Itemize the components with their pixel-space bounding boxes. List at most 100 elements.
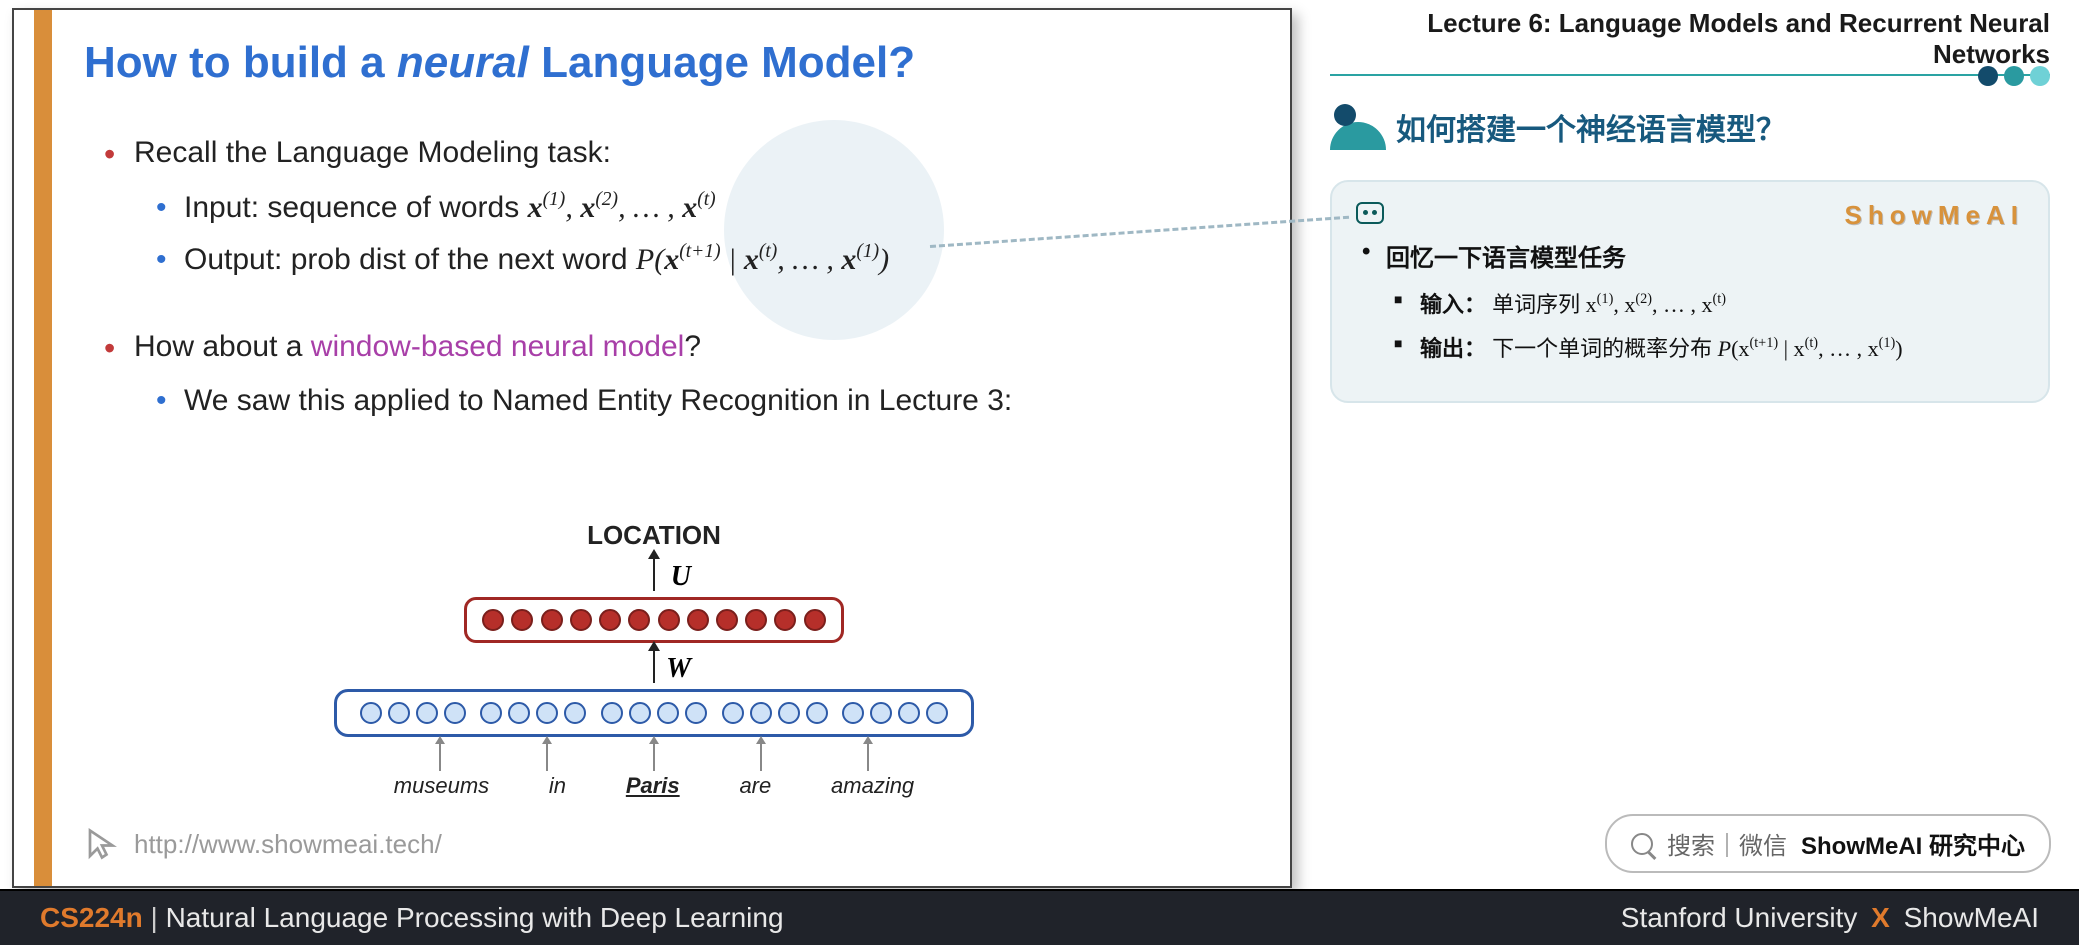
input-word: museums	[394, 773, 489, 799]
bullet-recall: Recall the Language Modeling task:	[134, 130, 1204, 177]
input-unit	[629, 702, 651, 724]
input-word-embedding	[842, 702, 948, 724]
bullet-list: Recall the Language Modeling task: Input…	[104, 130, 1204, 431]
lecture-header-text: Lecture 6: Language Models and Recurrent…	[1427, 8, 2050, 69]
hidden-unit	[774, 609, 796, 631]
hidden-unit	[541, 609, 563, 631]
hidden-unit	[687, 609, 709, 631]
input-unit	[806, 702, 828, 724]
word-arrows	[334, 743, 974, 771]
title-prefix: How to build a	[84, 38, 397, 87]
bullet-window-purple: window-based neural model	[311, 330, 685, 363]
footer-right: Stanford University X ShowMeAI	[1621, 902, 2039, 934]
u-label: U	[671, 561, 691, 593]
input-unit	[842, 702, 864, 724]
brand-label: ShowMeAI	[1845, 200, 2024, 231]
input-unit	[898, 702, 920, 724]
search-icon	[1631, 833, 1653, 855]
footer-left: CS224n | Natural Language Processing wit…	[40, 902, 784, 934]
header-dot	[1978, 66, 1998, 86]
input-word-embedding	[722, 702, 828, 724]
bullet-recall-text: Recall the Language Modeling task:	[134, 136, 611, 169]
hidden-unit	[745, 609, 767, 631]
bullet-ner: We saw this applied to Named Entity Reco…	[184, 378, 1204, 425]
input-unit	[360, 702, 382, 724]
bullet-ner-text: We saw this applied to Named Entity Reco…	[184, 384, 1012, 417]
word-arrow	[653, 743, 655, 771]
input-words: museumsinParisareamazing	[334, 773, 974, 799]
hidden-unit	[599, 609, 621, 631]
lecture-header: Lecture 6: Language Models and Recurrent…	[1330, 8, 2050, 76]
slide-title: How to build a neural Language Model?	[84, 38, 915, 88]
w-label: W	[666, 653, 691, 685]
input-layer	[334, 689, 974, 737]
input-word: amazing	[831, 773, 914, 799]
input-unit	[657, 702, 679, 724]
input-word-embedding	[601, 702, 707, 724]
section-title: 如何搭建一个神经语言模型？	[1396, 105, 1786, 149]
word-arrow	[760, 743, 762, 771]
chinese-panel: Lecture 6: Language Models and Recurrent…	[1310, 0, 2070, 403]
hidden-unit	[658, 609, 680, 631]
bullet-window-suf: ?	[684, 330, 701, 363]
word-arrow	[867, 743, 869, 771]
cn-bullet-recall: 回忆一下语言模型任务	[1356, 238, 2024, 273]
input-unit	[750, 702, 772, 724]
header-dot	[2004, 66, 2024, 86]
hidden-unit	[511, 609, 533, 631]
cn-input-math: 单词序列 x(1), x(2), … , x(t)	[1492, 292, 1726, 317]
hidden-layer	[464, 597, 844, 643]
input-unit	[870, 702, 892, 724]
input-unit	[685, 702, 707, 724]
input-word-embedding	[360, 702, 466, 724]
main-area: How to build a neural Language Model? Re…	[0, 0, 2079, 880]
nn-diagram: LOCATION U W museumsinParisareamazing	[274, 520, 1034, 799]
url-text: http://www.showmeai.tech/	[134, 829, 442, 860]
cn-bullet-output: 输出： 下一个单词的概率分布 P(x(t+1) | x(t), … , x(1)…	[1356, 331, 2024, 363]
search-strong: ShowMeAI 研究中心	[1801, 826, 2025, 861]
u-arrow: U	[653, 557, 655, 591]
cn-output-label: 输出：	[1420, 336, 1486, 361]
input-unit	[536, 702, 558, 724]
cn-bullet-input: 输入： 单词序列 x(1), x(2), … , x(t)	[1356, 287, 2024, 319]
footer-bar: CS224n | Natural Language Processing wit…	[0, 889, 2079, 945]
header-dots	[1978, 66, 2050, 86]
output-math: P(x(t+1) | x(t), … , x(1))	[636, 243, 889, 276]
course-code: CS224n	[40, 902, 143, 933]
search-pill[interactable]: 搜索｜微信 ShowMeAI 研究中心	[1605, 814, 2051, 873]
input-unit	[480, 702, 502, 724]
input-word: Paris	[626, 773, 680, 799]
cn-output-math: 下一个单词的概率分布 P(x(t+1) | x(t), … , x(1))	[1492, 336, 1902, 361]
word-arrow	[439, 743, 441, 771]
hidden-unit	[570, 609, 592, 631]
input-unit	[508, 702, 530, 724]
footer-showmeai: ShowMeAI	[1904, 902, 2039, 933]
bullet-window: How about a window-based neural model?	[134, 324, 1204, 371]
english-slide: How to build a neural Language Model? Re…	[12, 8, 1292, 888]
input-unit	[416, 702, 438, 724]
footer-separator: |	[151, 902, 166, 933]
word-arrow	[546, 743, 548, 771]
footer-stanford: Stanford University	[1621, 902, 1858, 933]
input-unit	[444, 702, 466, 724]
bullet-input-text: Input: sequence of words	[184, 191, 528, 224]
input-unit	[778, 702, 800, 724]
source-url: http://www.showmeai.tech/	[84, 826, 442, 862]
section-icon	[1330, 104, 1386, 150]
bullet-output-text: Output: prob dist of the next word	[184, 243, 636, 276]
cursor-icon	[84, 826, 120, 862]
bullet-output: Output: prob dist of the next word P(x(t…	[184, 237, 1204, 284]
hidden-unit	[628, 609, 650, 631]
input-unit	[722, 702, 744, 724]
hidden-unit	[804, 609, 826, 631]
robot-icon	[1356, 202, 1384, 224]
course-subtitle: Natural Language Processing with Deep Le…	[166, 902, 784, 933]
hidden-unit	[716, 609, 738, 631]
section-header: 如何搭建一个神经语言模型？	[1330, 104, 2050, 150]
footer-x: X	[1865, 902, 1896, 933]
hidden-unit	[482, 609, 504, 631]
translation-callout: ShowMeAI 回忆一下语言模型任务 输入： 单词序列 x(1), x(2),…	[1330, 180, 2050, 403]
input-unit	[388, 702, 410, 724]
bullet-window-pre: How about a	[134, 330, 311, 363]
output-label: LOCATION	[274, 520, 1034, 551]
